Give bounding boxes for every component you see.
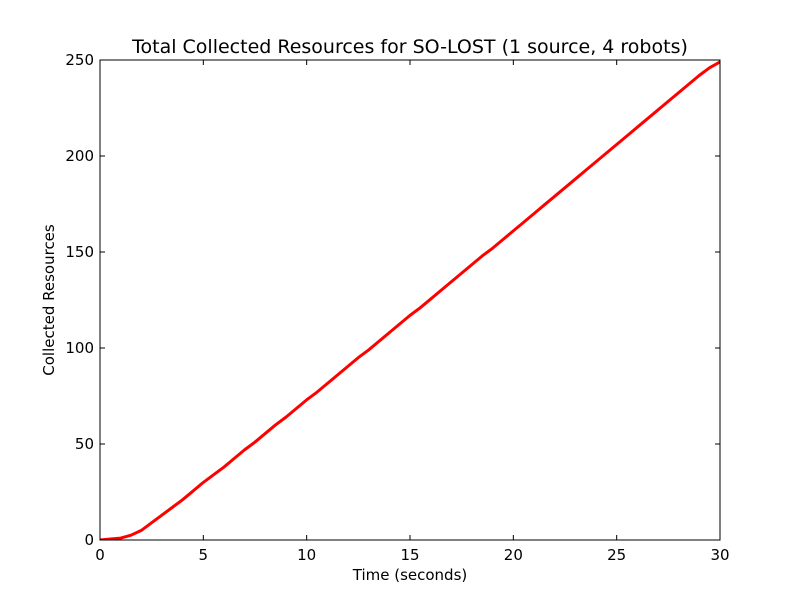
x-tick-label: 0 xyxy=(95,546,105,564)
chart-title: Total Collected Resources for SO-LOST (1… xyxy=(131,36,688,58)
y-tick-label: 0 xyxy=(84,531,94,549)
x-axis-label: Time (seconds) xyxy=(352,566,468,584)
x-tick-label: 5 xyxy=(199,546,209,564)
y-tick-label: 100 xyxy=(65,339,94,357)
axes-frame xyxy=(99,59,721,541)
x-tick-label: 15 xyxy=(400,546,419,564)
y-tick-label: 150 xyxy=(65,243,94,261)
y-tick-label: 200 xyxy=(65,147,94,165)
y-tick-label: 50 xyxy=(75,435,94,453)
x-tick-label: 25 xyxy=(607,546,626,564)
series-line-0 xyxy=(100,60,720,540)
y-axis-label: Collected Resources xyxy=(40,224,58,376)
y-tick-label: 250 xyxy=(65,51,94,69)
x-tick-label: 10 xyxy=(297,546,316,564)
x-tick-label: 30 xyxy=(710,546,729,564)
plot-area: 0 5 10 15 20 25 30 0 50 100 150 200 250 xyxy=(65,51,729,564)
x-tick-label: 20 xyxy=(504,546,523,564)
